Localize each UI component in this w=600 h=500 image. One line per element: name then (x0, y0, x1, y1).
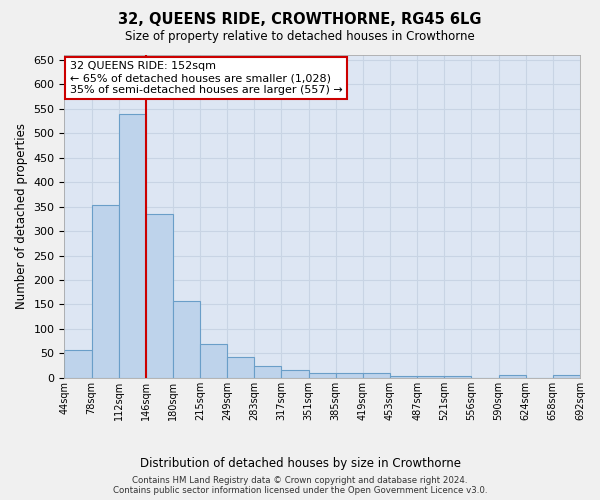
Y-axis label: Number of detached properties: Number of detached properties (15, 124, 28, 310)
Bar (254, 366, 281, 378)
Bar (146, 214, 173, 378)
Bar (227, 358, 254, 378)
Bar (200, 344, 227, 378)
Text: Size of property relative to detached houses in Crowthorne: Size of property relative to detached ho… (125, 30, 475, 43)
Bar (336, 374, 363, 378)
Bar (417, 376, 445, 378)
Text: Distribution of detached houses by size in Crowthorne: Distribution of detached houses by size … (139, 458, 461, 470)
Bar (363, 373, 390, 378)
Bar (553, 376, 580, 378)
Bar (281, 370, 308, 378)
Bar (390, 376, 417, 378)
Bar (445, 376, 472, 378)
Text: Contains HM Land Registry data © Crown copyright and database right 2024.
Contai: Contains HM Land Registry data © Crown c… (113, 476, 487, 495)
Bar (64, 350, 92, 378)
Bar (499, 376, 526, 378)
Text: 32, QUEENS RIDE, CROWTHORNE, RG45 6LG: 32, QUEENS RIDE, CROWTHORNE, RG45 6LG (118, 12, 482, 28)
Bar (119, 114, 146, 378)
Bar (173, 301, 200, 378)
Text: 32 QUEENS RIDE: 152sqm
← 65% of detached houses are smaller (1,028)
35% of semi-: 32 QUEENS RIDE: 152sqm ← 65% of detached… (70, 62, 343, 94)
Bar (92, 205, 119, 378)
Bar (308, 373, 336, 378)
